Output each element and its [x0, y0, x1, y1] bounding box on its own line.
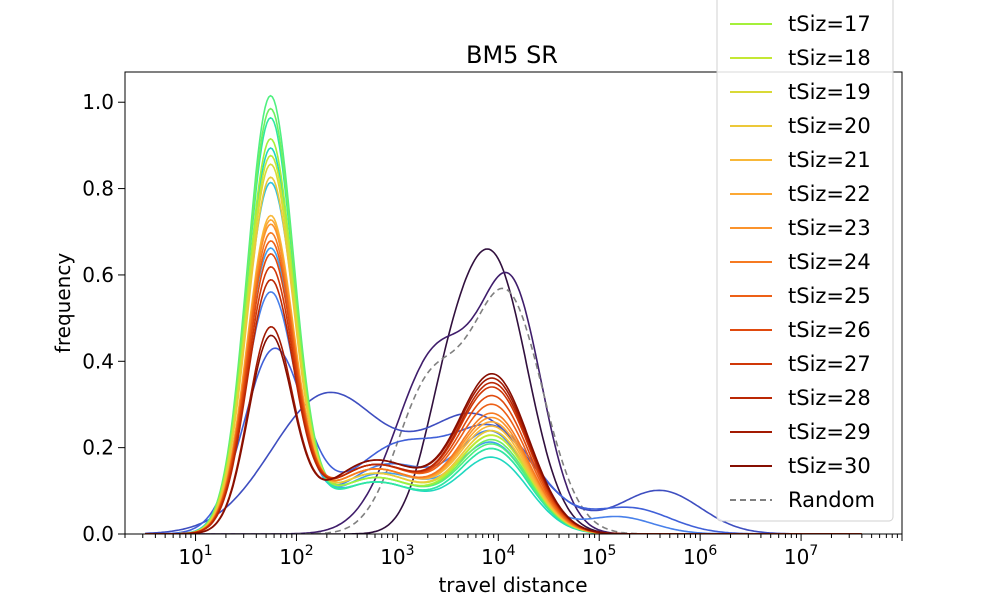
series-line-24: [145, 325, 862, 534]
series-line-13: [145, 154, 862, 534]
series-line-8: [145, 147, 862, 534]
series-line-9: [145, 116, 862, 534]
legend-label: Random: [788, 488, 875, 512]
legend-label: tSiz=22: [788, 182, 871, 206]
series-line-25: [145, 334, 862, 534]
series-line-20: [145, 240, 862, 534]
legend-label: tSiz=25: [788, 284, 871, 308]
legend-box: [716, 0, 894, 522]
series-line-22: [145, 266, 862, 534]
chart-title: BM5 SR: [466, 41, 558, 69]
x-axis: 101 102 103 104 105 106 107: [124, 534, 903, 569]
y-tick-label: 0.0: [82, 522, 114, 546]
legend-label: tSiz=18: [788, 46, 871, 70]
plot-frame: [124, 71, 903, 535]
series-line-23: [145, 278, 862, 534]
x-tick-label: 103: [380, 543, 414, 569]
legend-label: tSiz=30: [788, 454, 871, 478]
series-line-11: [145, 107, 862, 534]
series-line-21: [145, 253, 862, 534]
x-tick-label: 104: [481, 543, 515, 569]
series-line-19: [145, 231, 862, 534]
x-tick-label: 107: [784, 543, 818, 569]
legend-label: tSiz=17: [788, 12, 871, 36]
y-tick-label: 0.4: [82, 349, 114, 373]
y-tick-label: 0.6: [82, 263, 114, 287]
y-axis: 0.0 0.2 0.4 0.6 0.8 1.0: [82, 90, 125, 546]
legend-label: tSiz=27: [788, 352, 871, 376]
legend-label: tSiz=24: [788, 250, 871, 274]
y-tick-label: 0.8: [82, 177, 114, 201]
x-tick-label: 101: [178, 543, 212, 569]
series-line-18: [145, 223, 862, 534]
y-tick-label: 1.0: [82, 90, 114, 114]
series-line-15: [145, 176, 862, 534]
legend-label: tSiz=19: [788, 80, 871, 104]
legend: tSiz=17 tSiz=18 tSiz=19 tSiz=20 tSiz=21 tSiz=…: [716, 0, 894, 522]
series-line-10: [145, 94, 862, 534]
series-line-6: [145, 247, 862, 534]
series-line-5: [145, 291, 862, 534]
series-layer: [145, 94, 862, 534]
series-line-17: [145, 219, 862, 534]
series-line-0: [145, 248, 862, 534]
y-axis-label: frequency: [51, 253, 75, 353]
legend-label: tSiz=23: [788, 216, 871, 240]
x-tick-label: 105: [582, 543, 616, 569]
legend-label: tSiz=26: [788, 318, 871, 342]
legend-label: tSiz=29: [788, 420, 871, 444]
x-axis-label: travel distance: [438, 573, 587, 597]
legend-label: tSiz=28: [788, 386, 871, 410]
x-tick-label: 106: [683, 543, 717, 569]
legend-label: tSiz=21: [788, 148, 871, 172]
series-line-1: [145, 271, 862, 534]
legend-label: tSiz=20: [788, 114, 871, 138]
y-tick-label: 0.2: [82, 436, 114, 460]
x-tick-label: 102: [279, 543, 313, 569]
series-line-16: [145, 214, 862, 534]
